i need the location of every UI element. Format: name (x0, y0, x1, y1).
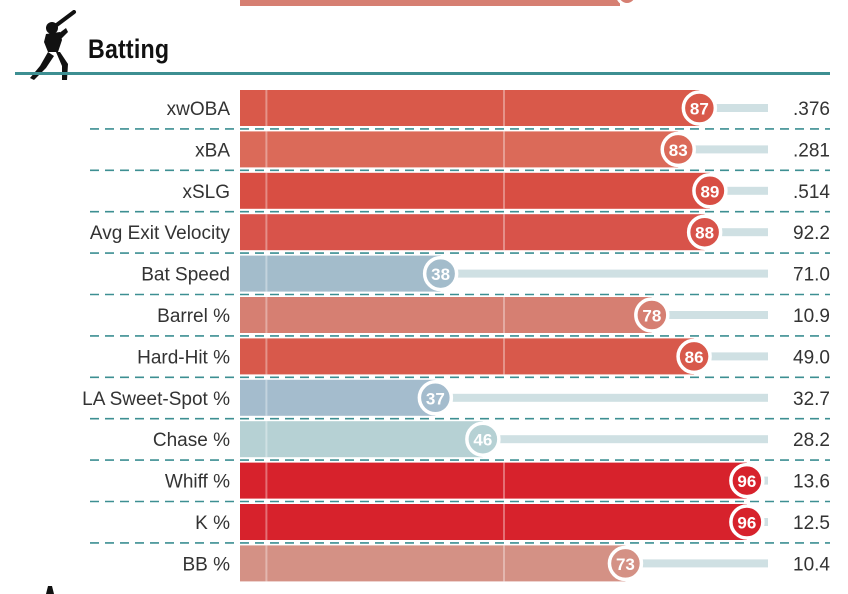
stat-value: 10.9 (793, 306, 830, 327)
metric-label: Chase % (153, 430, 230, 451)
header-rule (15, 72, 830, 75)
percentile-bar (240, 297, 652, 333)
percentile-track (435, 393, 768, 402)
percentile-circle (422, 255, 459, 292)
stat-value: 13.6 (793, 472, 830, 493)
stat-value: 28.2 (793, 430, 830, 451)
percentile-label: 78 (642, 307, 661, 326)
percentile-bar (240, 379, 436, 416)
percentile-label: 86 (685, 348, 704, 367)
metric-label: xSLG (182, 182, 230, 203)
percentile-label: 88 (695, 224, 714, 243)
stat-value: 49.0 (793, 347, 830, 368)
percentile-label: 83 (669, 141, 688, 160)
percentile-track (651, 311, 768, 319)
percentile-label: 87 (690, 100, 709, 119)
percentile-label: 37 (426, 389, 445, 408)
percentile-circle (676, 338, 712, 375)
percentile-label: 38 (431, 265, 450, 284)
stat-value: 92.2 (793, 223, 830, 244)
percentile-circle (660, 131, 696, 168)
percentile-bar (240, 545, 626, 582)
stat-value: 12.5 (793, 513, 830, 534)
percentile-circle (729, 462, 765, 499)
percentile-bar (240, 421, 483, 458)
section-header: Batting (0, 0, 848, 80)
metric-label: Barrel % (157, 306, 230, 327)
percentile-circle (729, 504, 765, 540)
stat-value: .281 (793, 140, 830, 161)
stat-value: 71.0 (793, 265, 830, 286)
percentile-circle (607, 545, 644, 582)
stat-value: .514 (793, 182, 830, 203)
percentile-bar (240, 338, 695, 375)
percentile-circle (692, 173, 728, 209)
percentile-label: 89 (700, 182, 719, 201)
metric-label: LA Sweet-Spot % (82, 389, 230, 410)
percentile-bar (240, 131, 679, 168)
percentile-track (694, 352, 768, 361)
percentile-circle (686, 214, 723, 250)
stat-value: 32.7 (793, 389, 830, 410)
percentile-bar (240, 462, 747, 499)
percentile-bar (240, 172, 710, 209)
previous-section-bar (240, 0, 620, 6)
metric-label: BB % (182, 554, 230, 575)
percentile-circle (417, 380, 454, 416)
metric-label: Bat Speed (141, 265, 230, 286)
percentile-track (625, 559, 768, 568)
percentile-track (699, 104, 768, 112)
percentile-circle (465, 421, 501, 457)
next-section-icon (46, 586, 54, 594)
percentile-bar (240, 90, 700, 126)
percentile-bar (240, 255, 441, 292)
metric-label: xwOBA (167, 99, 231, 120)
percentile-circle (681, 90, 718, 126)
metric-label: K % (195, 513, 230, 534)
percentile-track (709, 186, 768, 195)
percentile-track (704, 228, 768, 237)
metric-label: Whiff % (165, 472, 230, 493)
percentile-label: 96 (737, 472, 756, 491)
percentile-track (482, 435, 768, 444)
metric-label: Avg Exit Velocity (90, 223, 231, 244)
percentile-track (678, 145, 768, 154)
stat-value: 10.4 (793, 554, 830, 575)
percentile-label: 46 (473, 431, 492, 450)
percentile-label: 96 (737, 514, 756, 533)
percentile-track (440, 269, 768, 278)
section-title: Batting (88, 34, 170, 64)
metric-label: xBA (195, 140, 230, 161)
stat-value: .376 (793, 99, 830, 120)
percentile-label: 73 (616, 555, 635, 574)
percentile-bar (240, 214, 705, 251)
percentile-circle (634, 297, 670, 333)
percentile-bar (240, 504, 747, 540)
metric-label: Hard-Hit % (137, 347, 230, 368)
